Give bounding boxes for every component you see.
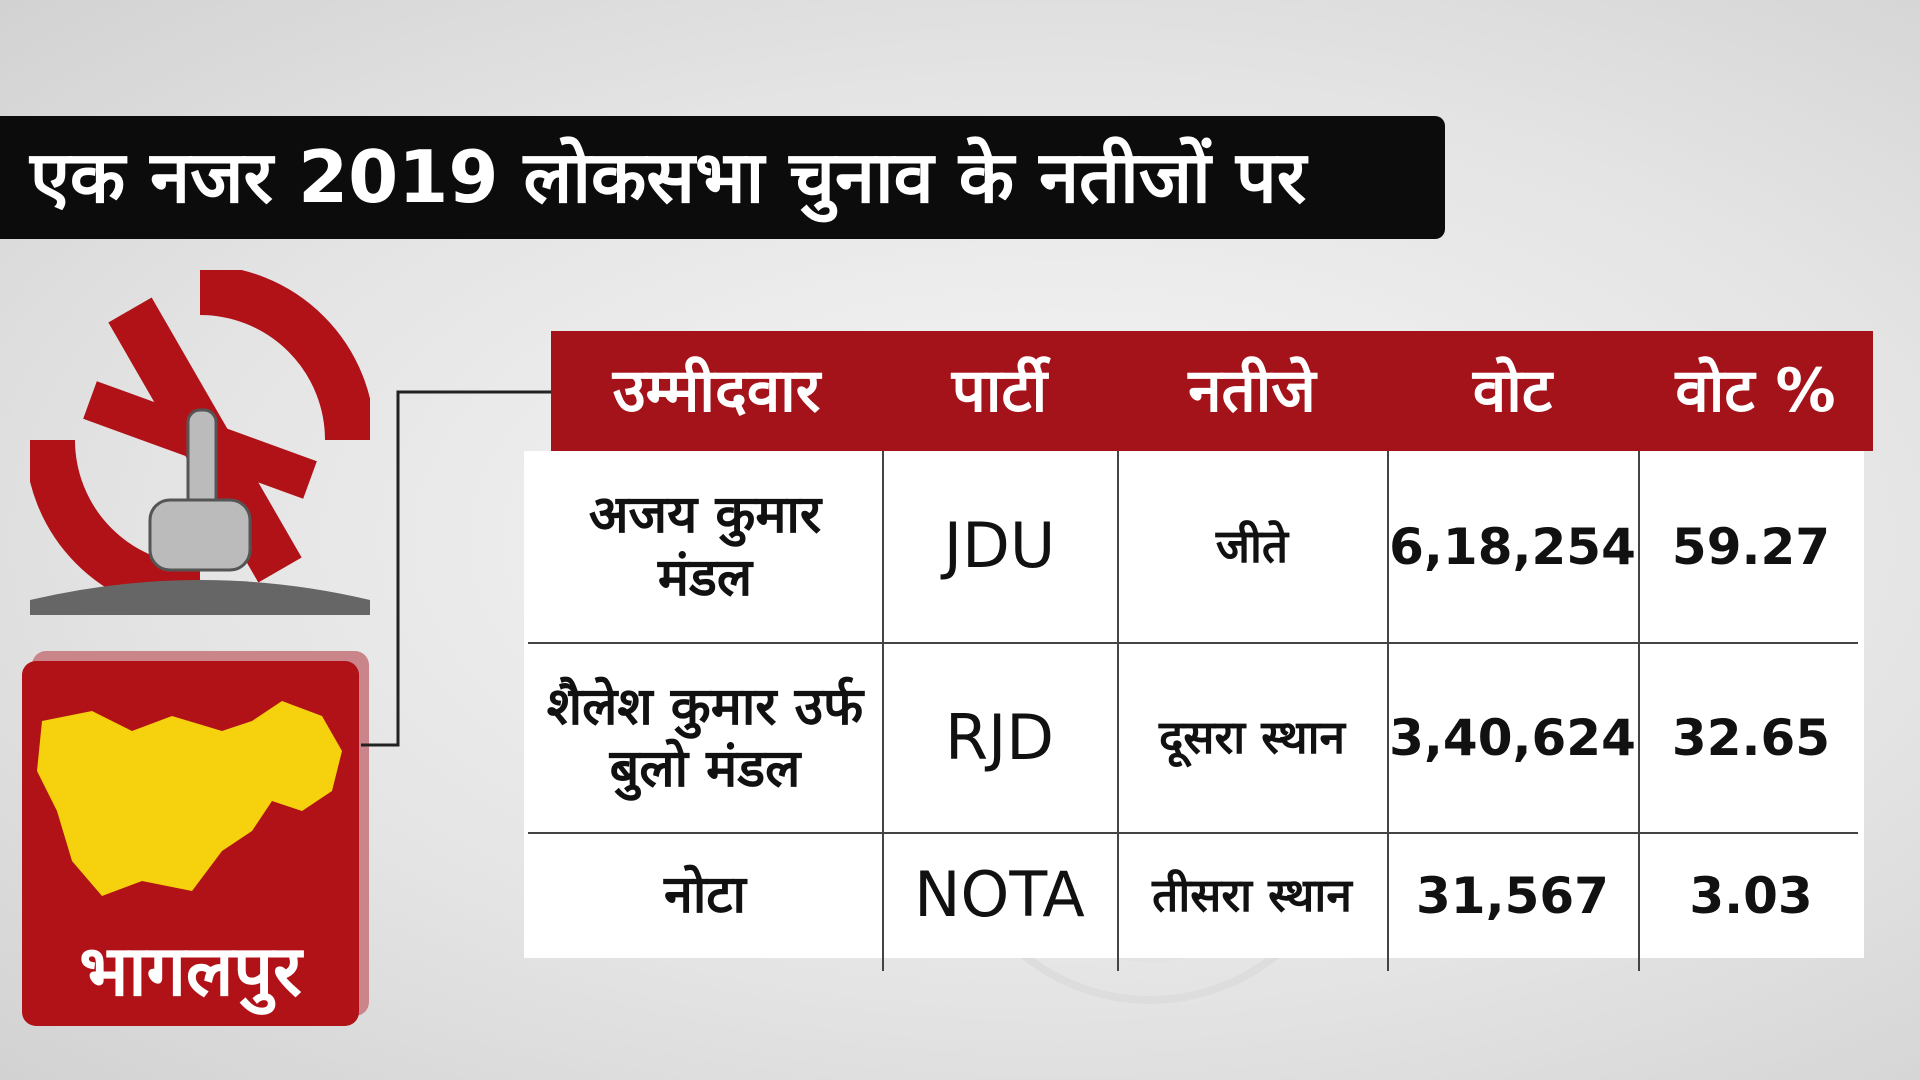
- map-shape: [37, 701, 342, 896]
- column-divider: [1117, 451, 1119, 971]
- connector-line: [361, 390, 551, 747]
- table-cell: 32.65: [1671, 709, 1831, 767]
- table-cell: तीसरा स्थान: [1152, 867, 1352, 922]
- election-logo: [30, 270, 370, 615]
- logo-hand: [148, 498, 252, 572]
- table-cell: RJD: [944, 700, 1055, 774]
- table-cell: 59.27: [1671, 517, 1831, 576]
- column-divider: [882, 451, 884, 971]
- table-cell: जीते: [1215, 518, 1289, 573]
- table-cell: 6,18,254: [1389, 517, 1636, 576]
- column-divider: [1387, 451, 1389, 971]
- header-cell: पार्टी: [951, 356, 1048, 426]
- header-cell: उम्मीदवार: [612, 356, 821, 426]
- table-cell: 31,567: [1416, 866, 1609, 925]
- table-cell: NOTA: [914, 858, 1085, 932]
- table-cell: नोटा: [663, 865, 746, 926]
- header-cell: वोट %: [1675, 356, 1836, 426]
- map-region: [37, 701, 342, 896]
- table-cell: 3.03: [1689, 866, 1813, 925]
- results-table: [524, 451, 1864, 958]
- logo-arc: [199, 270, 370, 441]
- district-label: भागलपुर: [79, 930, 302, 1012]
- row-divider: [528, 642, 1858, 644]
- table-header: [551, 331, 1873, 451]
- table-cell: JDU: [943, 509, 1056, 583]
- table-cell: शैलेश कुमार उर्फ बुलो मंडल: [546, 676, 864, 799]
- row-divider: [528, 832, 1858, 834]
- title-bar: एक नजर 2019 लोकसभा चुनाव के नतीजों पर: [0, 116, 1445, 239]
- table-cell: 3,40,624: [1389, 709, 1636, 767]
- table-cell: अजय कुमार मंडल: [588, 485, 822, 608]
- logo-crowd: [30, 580, 370, 615]
- table-cell: दूसरा स्थान: [1158, 710, 1346, 765]
- header-cell: नतीजे: [1188, 356, 1316, 426]
- column-divider: [1638, 451, 1640, 971]
- header-cell: वोट: [1472, 356, 1553, 426]
